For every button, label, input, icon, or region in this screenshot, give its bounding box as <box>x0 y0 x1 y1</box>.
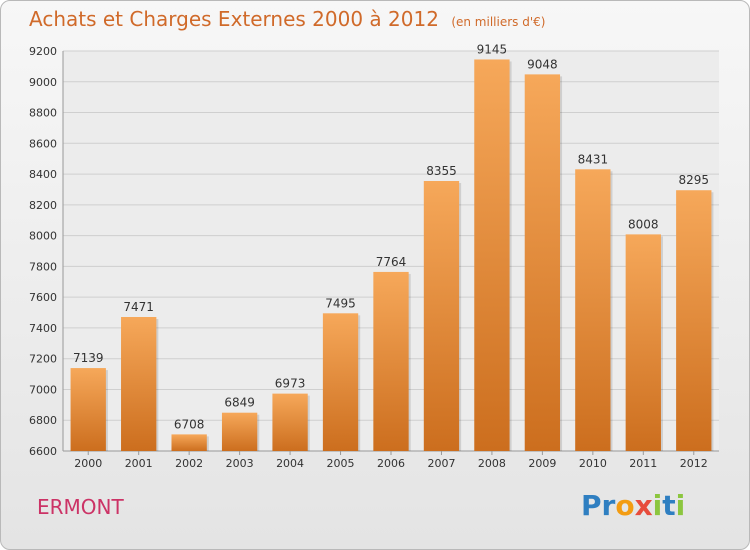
bar-value-label: 6849 <box>224 396 255 410</box>
y-tick-label: 7800 <box>29 260 57 273</box>
proxiti-logo: Proxiti <box>581 489 685 522</box>
y-tick-label: 8200 <box>29 199 57 212</box>
bar-value-label: 7471 <box>123 300 154 314</box>
bar-value-label: 7764 <box>376 255 407 269</box>
y-tick-label: 6600 <box>29 445 57 458</box>
bar <box>272 393 308 451</box>
bar <box>322 313 359 451</box>
bar-value-label: 8295 <box>678 173 709 187</box>
x-tick-label: 2000 <box>74 457 102 470</box>
bar-value-label: 8008 <box>628 217 659 231</box>
bar <box>373 271 409 451</box>
y-tick-label: 8400 <box>29 168 57 181</box>
logo-letter: i <box>652 489 663 522</box>
bar-value-label: 6973 <box>275 377 306 391</box>
y-tick-label: 6800 <box>29 414 57 427</box>
x-tick-label: 2002 <box>175 457 203 470</box>
bar <box>676 190 712 451</box>
bar <box>70 368 106 451</box>
logo-letter: i <box>675 489 686 522</box>
bar-value-label: 6708 <box>174 417 205 431</box>
y-tick-label: 9200 <box>29 45 57 58</box>
bar-value-label: 9145 <box>477 42 508 56</box>
logo-letter: t <box>662 489 676 522</box>
bar-value-label: 8355 <box>426 164 457 178</box>
x-tick-label: 2004 <box>276 457 304 470</box>
x-tick-label: 2001 <box>125 457 153 470</box>
x-tick-label: 2012 <box>680 457 708 470</box>
y-tick-label: 7200 <box>29 353 57 366</box>
y-tick-label: 8600 <box>29 137 57 150</box>
x-tick-label: 2007 <box>427 457 455 470</box>
x-tick-label: 2011 <box>629 457 657 470</box>
x-tick-label: 2009 <box>528 457 556 470</box>
x-tick-label: 2008 <box>478 457 506 470</box>
bar-value-label: 9048 <box>527 57 558 71</box>
logo-letter: P <box>581 489 602 522</box>
chart-subtitle: (en milliers d'€) <box>451 15 546 29</box>
chart-title-text: Achats et Charges Externes 2000 à 2012 <box>29 7 439 31</box>
y-tick-label: 8800 <box>29 107 57 120</box>
bar <box>221 412 258 451</box>
bar <box>625 234 661 451</box>
bar <box>121 317 157 451</box>
x-tick-label: 2006 <box>377 457 405 470</box>
bar-value-label: 7139 <box>73 351 104 365</box>
logo-letter: r <box>601 489 616 522</box>
y-tick-label: 9000 <box>29 76 57 89</box>
y-tick-label: 8000 <box>29 230 57 243</box>
bar-value-label: 8431 <box>578 152 609 166</box>
bar <box>474 59 510 451</box>
logo-letter: x <box>634 489 653 522</box>
bar <box>524 74 561 451</box>
bar-value-label: 7495 <box>325 296 356 310</box>
y-tick-label: 7400 <box>29 322 57 335</box>
x-tick-label: 2005 <box>327 457 355 470</box>
y-tick-label: 7000 <box>29 383 57 396</box>
logo-letter: o <box>615 489 635 522</box>
town-name: ERMONT <box>37 495 124 519</box>
x-tick-label: 2010 <box>579 457 607 470</box>
bar <box>171 434 207 451</box>
y-tick-label: 7600 <box>29 291 57 304</box>
bar <box>575 169 611 452</box>
bar <box>423 181 460 451</box>
x-tick-label: 2003 <box>226 457 254 470</box>
chart-title: Achats et Charges Externes 2000 à 2012 (… <box>29 7 545 31</box>
